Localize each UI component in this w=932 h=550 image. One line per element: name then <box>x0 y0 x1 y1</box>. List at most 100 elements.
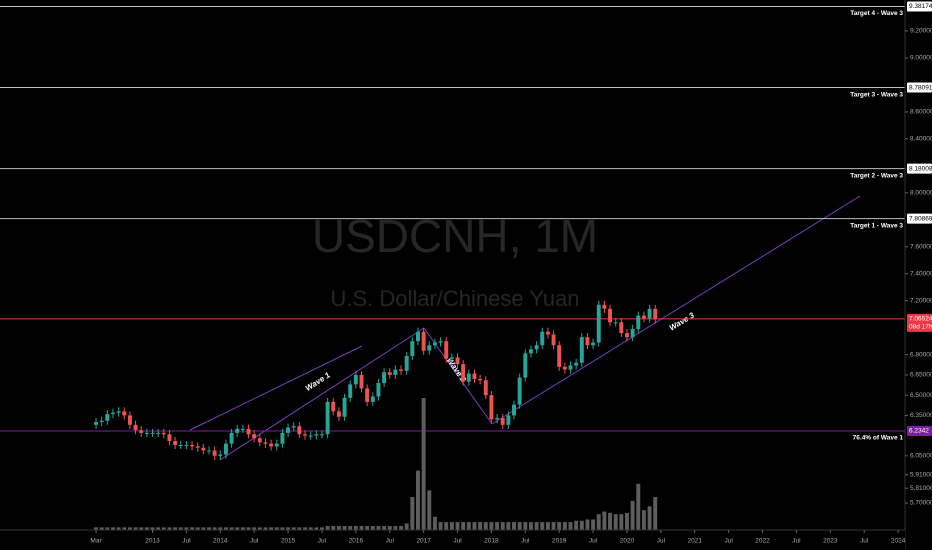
candle-body <box>229 432 234 444</box>
volume-bar <box>495 522 500 530</box>
y-tick-label: 5.70000 <box>910 500 932 507</box>
volume-bar <box>523 522 528 530</box>
volume-bar <box>387 526 392 530</box>
volume-bar <box>574 520 579 530</box>
volume-bar <box>144 527 149 530</box>
x-tick-label: 2024 <box>891 538 906 545</box>
candle-body <box>557 345 562 367</box>
candle-body <box>608 308 613 323</box>
last-price-label: 7.06524 <box>909 316 932 323</box>
candle-body <box>246 428 251 435</box>
volume-bar <box>342 526 347 530</box>
candle-body <box>359 374 364 389</box>
level-value: 8.18008 <box>909 165 932 172</box>
candle-body <box>478 378 483 381</box>
level-name: 76.4% of Wave 1 <box>853 435 904 442</box>
candle-body <box>263 442 268 444</box>
volume-bar <box>331 526 336 530</box>
candle-body <box>201 447 206 451</box>
x-tick-label: 2016 <box>349 538 364 545</box>
candle-body <box>641 315 646 319</box>
volume-bar <box>382 526 387 530</box>
candle-body <box>427 345 432 351</box>
level-value: 9.38174 <box>909 3 932 10</box>
candle-body <box>574 362 579 366</box>
level-box <box>907 425 932 436</box>
level-value: 8.78091 <box>909 84 932 91</box>
candle-body <box>534 345 539 350</box>
candle-body <box>500 418 505 425</box>
volume-bar <box>127 527 132 530</box>
wave-1-channel <box>189 345 363 431</box>
volume-bar <box>99 527 104 530</box>
y-tick-label: 9.20000 <box>910 28 932 35</box>
candle-body <box>269 443 274 447</box>
volume-bar <box>150 527 155 530</box>
y-tick-label: 7.60000 <box>910 244 932 251</box>
candle-body <box>455 357 460 365</box>
candle-body <box>382 372 387 384</box>
volume-bar <box>274 527 279 530</box>
x-tick-label: Jul <box>386 538 395 545</box>
volume-bar <box>636 483 641 530</box>
level-box <box>907 1 932 12</box>
volume-bar <box>585 519 590 530</box>
volume-bar <box>483 522 488 530</box>
volume-bar <box>472 522 477 530</box>
volume-bar <box>393 526 398 530</box>
level-name: Target 2 - Wave 3 <box>850 172 903 179</box>
x-tick-label: Jul <box>589 538 598 545</box>
volume-bar <box>562 522 567 530</box>
candle-body <box>139 430 144 433</box>
volume-bar <box>133 527 138 530</box>
candle-body <box>280 432 285 444</box>
x-tick-label: Jul <box>724 538 733 545</box>
candle-body <box>568 365 573 370</box>
candle-body <box>393 369 398 375</box>
volume-bar <box>500 522 505 530</box>
volume-bar <box>625 512 629 530</box>
volume-bar <box>619 514 624 530</box>
candle-body <box>483 380 488 396</box>
candle-body <box>156 432 161 434</box>
volume-bar <box>545 522 550 530</box>
x-tick-label: Jul <box>182 538 191 545</box>
candle-body <box>596 304 601 343</box>
volume-bar <box>184 527 189 530</box>
candle-body <box>387 372 392 375</box>
volume-bar <box>314 527 319 530</box>
candle-body <box>545 331 550 335</box>
y-tick-label: 8.40000 <box>910 136 932 143</box>
y-tick-label: 6.80000 <box>910 351 932 358</box>
candle-body <box>416 331 420 342</box>
candle-body <box>331 401 336 412</box>
volume-bar <box>229 527 234 530</box>
volume-bar <box>240 527 245 530</box>
last-price-box <box>907 313 932 332</box>
candle-body <box>353 374 358 385</box>
x-tick-label: Mar <box>90 538 102 545</box>
volume-bar <box>365 526 370 530</box>
y-tick-label: 6.35000 <box>910 412 932 419</box>
candle-body <box>105 414 110 421</box>
candle-body <box>619 322 624 334</box>
volume-bar <box>252 527 257 530</box>
volume-bar <box>359 526 364 530</box>
volume-bar <box>404 523 409 530</box>
volume-bar <box>512 522 516 530</box>
candle-body <box>551 334 556 346</box>
volume-bar <box>540 522 545 530</box>
volume-bar <box>641 510 646 530</box>
volume-bar <box>653 497 658 530</box>
volume-bar <box>297 527 302 530</box>
volume-bar <box>122 527 127 530</box>
level-box <box>907 213 932 224</box>
volume-bar <box>489 522 494 530</box>
volume-bar <box>466 522 471 530</box>
candle-body <box>461 364 466 382</box>
x-tick-label: Jul <box>657 538 666 545</box>
candle-body <box>438 341 443 343</box>
x-tick-label: Jul <box>860 538 869 545</box>
volume-bar <box>303 527 307 530</box>
volume-bar <box>568 522 573 530</box>
